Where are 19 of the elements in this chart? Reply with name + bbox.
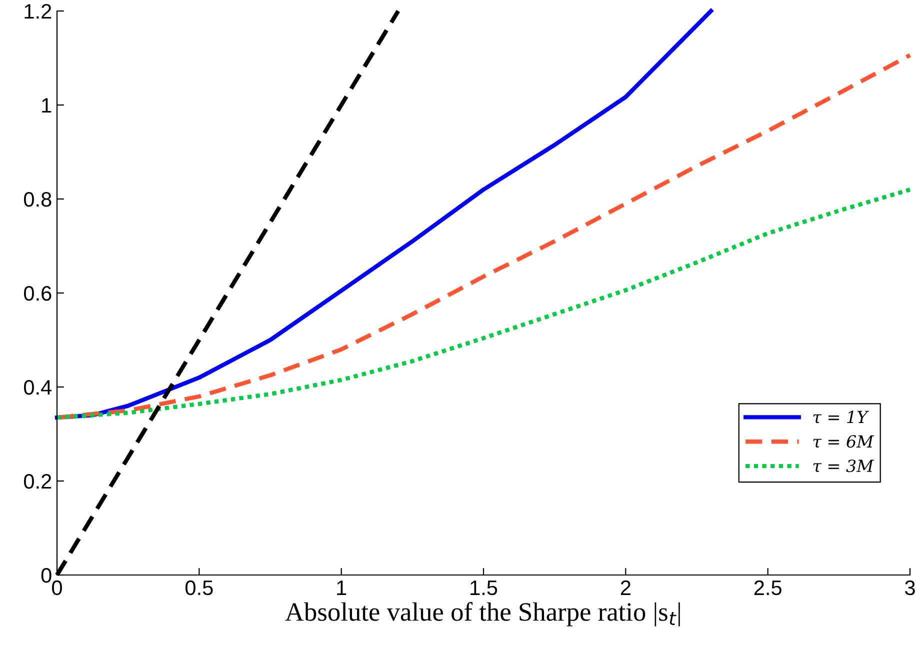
x-tick-label: 1 bbox=[337, 580, 346, 595]
legend-label: τ = 6M bbox=[813, 435, 874, 448]
x-axis-title: Absolute value of the Sharpe ratio |s$_{t}$| bbox=[285, 602, 680, 626]
y-tick-label: 0.2 bbox=[24, 474, 52, 489]
x-tick-label: 2.5 bbox=[754, 580, 782, 596]
y-tick-label: 1.2 bbox=[24, 4, 52, 19]
x-tick-label: 0.5 bbox=[186, 580, 213, 596]
line-series bbox=[54, 8, 714, 420]
x-tick-label: 1.5 bbox=[470, 580, 498, 596]
x-tick-label: 2 bbox=[620, 580, 630, 595]
y-tick-label: 0.4 bbox=[24, 380, 52, 395]
y-tick-label: 0 bbox=[41, 568, 52, 583]
y-tick-label: 0.8 bbox=[24, 192, 52, 207]
x-tick-label: 3 bbox=[905, 580, 915, 596]
y-tick-label: 1 bbox=[42, 98, 52, 113]
y-tick-label: 0.6 bbox=[24, 286, 52, 301]
x-tick-label: 0 bbox=[52, 580, 62, 596]
legend-label: τ = 3M bbox=[813, 460, 874, 472]
legend-label: τ = 1Y bbox=[813, 410, 869, 424]
